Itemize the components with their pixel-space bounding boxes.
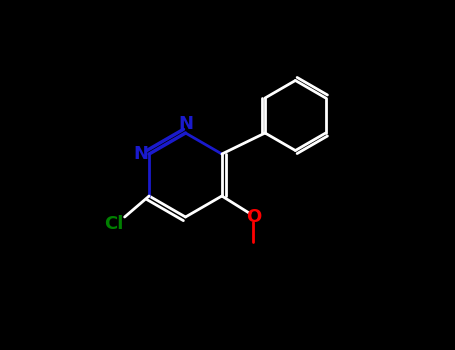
Text: N: N <box>178 115 193 133</box>
Text: N: N <box>133 145 148 163</box>
Text: Cl: Cl <box>105 215 124 233</box>
Text: O: O <box>246 208 261 226</box>
